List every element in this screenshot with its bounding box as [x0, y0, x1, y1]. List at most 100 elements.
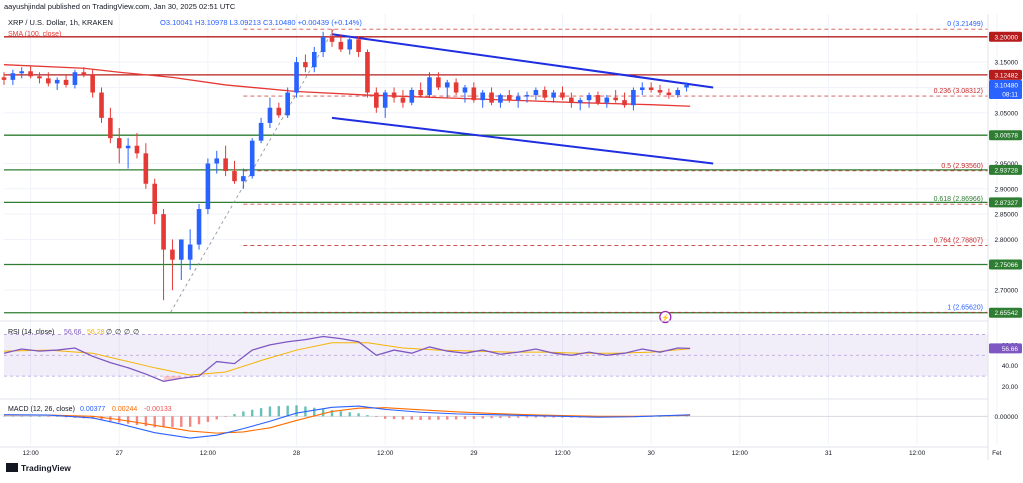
price-axis-label: 2.70000: [995, 288, 1019, 295]
rsi-line: [3, 335, 691, 383]
candle-up: [72, 72, 78, 85]
price-level-badge-text: 3.10480: [995, 83, 1019, 90]
candle-up: [427, 77, 432, 96]
macd-histogram-bar: [534, 416, 538, 418]
candle-down: [223, 158, 228, 172]
macd-histogram-bar: [197, 416, 201, 425]
price-level-badge-text: 2.75066: [995, 262, 1019, 269]
candle-down: [595, 95, 601, 103]
candle-down: [232, 171, 237, 182]
time-axis-label: 12:00: [909, 450, 926, 457]
candle-down: [28, 71, 33, 77]
symbol-title[interactable]: XRP / U.S. Dollar, 1h, KRAKEN: [8, 18, 113, 27]
price-level-badge: [989, 31, 1022, 42]
time-axis-label: 31: [825, 450, 833, 457]
candle-up: [19, 71, 25, 74]
fib-level-label: 0.764 (2.78807): [934, 238, 983, 245]
candle-up: [604, 97, 610, 103]
macd-histogram-bar: [206, 416, 210, 422]
candle-up: [178, 239, 184, 260]
candle-down: [37, 76, 42, 79]
alert-marker-icon: ⚡: [659, 310, 672, 324]
macd-legend-value: 0.00377: [80, 406, 105, 413]
time-axis-label: 12:00: [732, 450, 749, 457]
candle-down: [666, 92, 672, 96]
macd-histogram-bar: [490, 416, 493, 419]
channel-lower-line: [331, 116, 714, 165]
candle-down: [81, 72, 87, 75]
macd-histogram-bar: [313, 407, 316, 417]
time-axis-label: 12:00: [200, 450, 217, 457]
candle-down: [418, 90, 423, 96]
candle-down: [622, 100, 627, 106]
price-level-badge: [989, 307, 1022, 318]
fib-level-label: 0.618 (2.86966): [934, 196, 983, 203]
candle-down: [648, 87, 654, 90]
macd-axis-label: 0.00000: [995, 414, 1019, 421]
sma-legend[interactable]: SMA (100, close): [8, 31, 61, 38]
tradingview-logo[interactable]: TradingView: [6, 463, 71, 473]
macd-histogram-bar: [375, 416, 378, 417]
macd-histogram-bar: [516, 416, 520, 418]
macd-histogram-bar: [153, 416, 156, 428]
macd-histogram-bar: [472, 416, 476, 419]
macd-histogram-bar: [20, 415, 23, 417]
candle-up: [249, 140, 255, 177]
channel-upper-line: [331, 33, 714, 89]
macd-legend: MACD (12, 26, close): [8, 406, 75, 413]
candle-up: [577, 100, 583, 103]
candle-down: [170, 249, 175, 260]
macd-histogram-bar: [525, 416, 529, 418]
macd-histogram-bar: [561, 416, 564, 418]
candle-down: [276, 107, 282, 116]
macd-histogram-bar: [126, 416, 130, 424]
candle-up: [524, 95, 530, 97]
macd-histogram-bar: [47, 416, 50, 417]
macd-histogram-bar: [162, 416, 165, 428]
candle-up: [675, 90, 681, 96]
macd-histogram-bar: [188, 416, 192, 427]
macd-histogram-bar: [251, 409, 254, 417]
candle-down: [116, 138, 122, 149]
rsi-legend: RSI (14, close): [8, 329, 54, 336]
price-level-badge-text: 3.00578: [995, 133, 1019, 140]
macd-histogram-bar: [268, 406, 272, 417]
fib-level-label: 0.236 (3.08312): [934, 88, 983, 95]
rsi-legend-value: 56.28: [87, 329, 105, 336]
price-level-badge: [989, 80, 1022, 100]
candle-up: [187, 244, 193, 260]
candle-down: [542, 90, 548, 98]
candle-up: [498, 95, 503, 103]
candle-down: [374, 92, 379, 108]
price-axis-label: 3.05000: [995, 110, 1019, 117]
macd-histogram-bar: [29, 416, 32, 417]
candle-up: [586, 95, 592, 101]
rsi-legend-value: ∅: [124, 329, 130, 336]
candle-down: [613, 97, 618, 101]
tradingview-logo-icon: [6, 463, 18, 472]
candle-down: [365, 52, 370, 93]
candle-up: [684, 84, 689, 88]
time-axis-label: 12:00: [554, 450, 571, 457]
macd-histogram-bar: [446, 416, 449, 420]
macd-histogram-bar: [366, 415, 369, 417]
macd-histogram-bar: [410, 416, 413, 420]
macd-legend-value: -0.00133: [144, 406, 172, 413]
macd-histogram-bar: [259, 408, 263, 417]
candle-up: [639, 87, 645, 90]
candle-down: [63, 79, 69, 85]
macd-histogram-bar: [144, 416, 148, 427]
macd-histogram-bar: [348, 412, 351, 417]
macd-histogram-bar: [454, 416, 458, 420]
price-level-badge: [989, 259, 1022, 270]
macd-histogram-bar: [2, 415, 6, 417]
macd-histogram-bar: [658, 416, 662, 417]
publisher-text: aayushjindal published on TradingView.co…: [4, 2, 236, 11]
candle-down: [46, 78, 51, 84]
candle-up: [462, 87, 468, 93]
macd-histogram-bar: [330, 410, 334, 417]
candle-up: [285, 92, 290, 116]
candle-down: [161, 214, 166, 250]
candle-down: [1, 77, 7, 80]
